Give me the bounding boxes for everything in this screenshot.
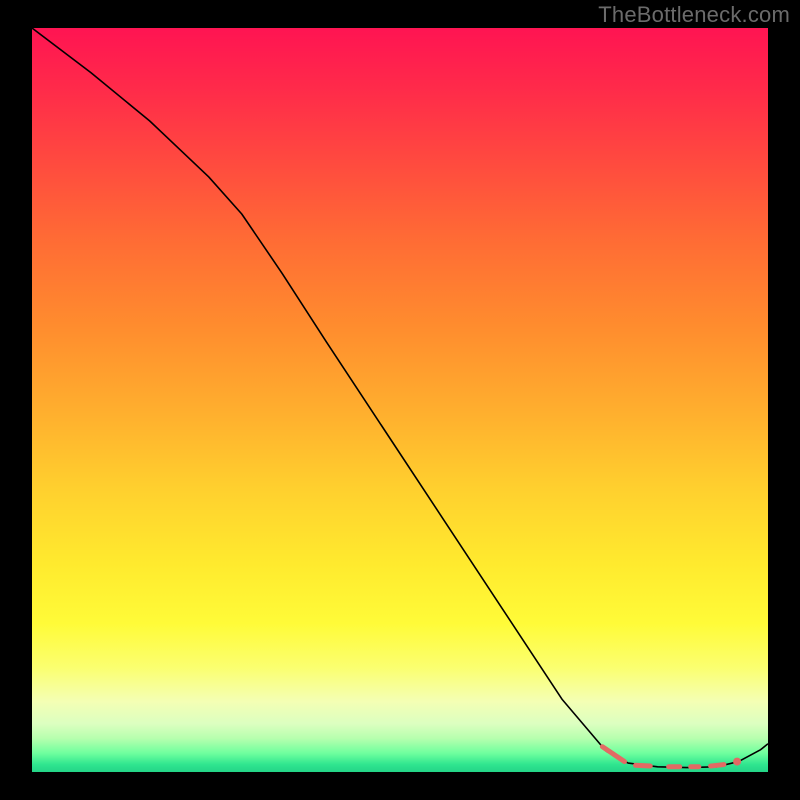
- highlight-segment: [711, 765, 724, 766]
- plot-area: [32, 28, 768, 772]
- watermark-text: TheBottleneck.com: [598, 2, 790, 28]
- gradient-background: [32, 28, 768, 772]
- chart-svg: [32, 28, 768, 772]
- chart-container: TheBottleneck.com: [0, 0, 800, 800]
- highlight-end-marker: [733, 758, 741, 766]
- highlight-segment: [636, 765, 651, 766]
